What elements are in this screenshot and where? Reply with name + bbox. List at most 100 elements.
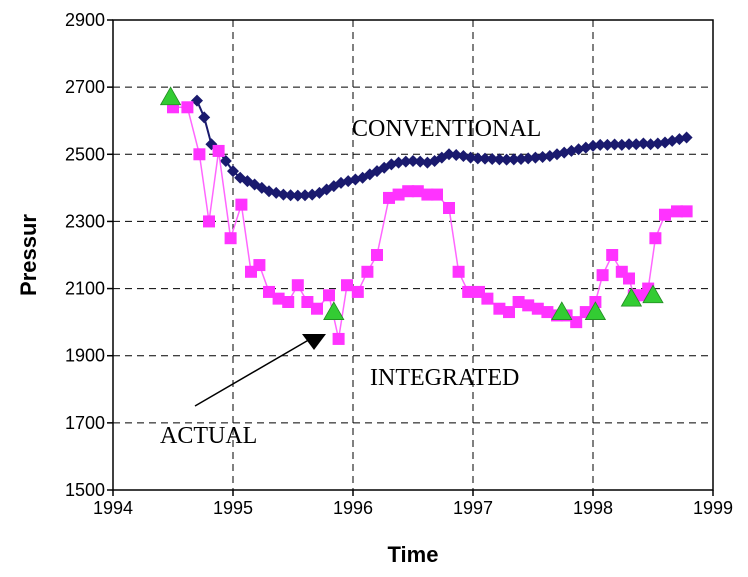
integrated-point [272,292,285,305]
integrated-point [311,302,323,315]
integrated-point [493,302,506,315]
conventional-point [198,111,211,124]
conventional-point [471,152,484,165]
integrated-point [212,144,225,157]
integrated-point [503,306,515,319]
conventional-point [191,94,203,107]
x-tick-label: 1996 [333,498,373,518]
actual-point [584,301,607,320]
y-tick-label: 2900 [65,10,105,30]
conventional-point [493,153,506,166]
y-tick-label: 1900 [65,346,105,366]
integrated-point [203,215,215,228]
conventional-point [529,151,542,164]
integrated-point [531,302,544,315]
conventional-point [637,137,650,150]
integrated-point [541,306,554,319]
integrated-point [263,285,275,298]
x-tick-label: 1998 [573,498,613,518]
y-axis-ticks: 1500 1700 1900 2100 2300 2500 2700 2900 [65,10,113,500]
y-tick-label: 2100 [65,279,105,299]
integrated-series [167,101,693,345]
conventional-point [651,137,664,150]
integrated-point [452,265,465,278]
integrated-point [462,285,475,298]
integrated-point [606,249,619,261]
integrated-point [224,232,237,245]
conventional-point [450,148,463,161]
actual-point [159,86,182,106]
conventional-point [219,155,232,167]
y-axis-title: Pressur [16,214,41,296]
integrated-point [301,296,314,308]
conventional-point [407,155,419,167]
integrated-point [649,232,662,245]
conventional-point [392,156,405,169]
integrated-point [341,279,353,292]
conventional-point [587,139,599,152]
conventional-point [680,131,693,144]
actual-point [551,301,573,320]
integrated-point [570,316,583,329]
integrated-point [383,191,395,204]
integrated-point [411,185,424,198]
actual-point [323,301,345,320]
conventional-point [443,148,455,161]
y-tick-label: 2500 [65,144,105,164]
conventional-point [500,153,513,166]
integrated-point [421,188,434,201]
conventional-point [507,153,520,166]
actual-arrow-head [302,334,326,350]
integrated-point [235,198,248,211]
integrated-point [392,188,405,201]
conventional-point [399,155,412,168]
plot-frame [112,19,714,491]
integrated-point [623,272,635,285]
integrated-point [481,292,494,305]
conventional-point [522,152,535,165]
conventional-point [623,138,635,151]
conventional-point [601,138,614,151]
actual-arrow-line [194,337,313,407]
conventional-point [464,151,477,164]
integrated-point [181,101,194,114]
conventional-point [227,165,239,178]
y-tick-label: 1500 [65,480,105,500]
integrated-point [596,269,609,282]
conventional-point [284,189,297,202]
x-tick-label: 1999 [693,498,733,518]
y-tick-label: 2700 [65,77,105,97]
integrated-point [332,332,345,345]
integrated-point [351,285,364,298]
conventional-point [515,152,527,165]
integrated-point [361,265,374,278]
x-axis-ticks: 1994 1995 1996 1997 1998 1999 [93,490,733,518]
conventional-point [479,152,491,165]
annotation-actual: ACTUAL [160,423,257,449]
plot-background [113,20,713,490]
x-tick-label: 1994 [93,498,133,518]
conventional-point [536,150,549,163]
integrated-point [680,205,693,218]
y-tick-label: 1700 [65,413,105,433]
integrated-point [291,279,304,292]
actual-point [642,284,664,304]
conventional-point [608,138,621,151]
annotation-conventional: CONVENTIONAL [352,116,541,142]
actual-series [159,86,664,320]
x-axis-title: Time [388,542,439,567]
conventional-point [644,138,657,151]
y-tick-label: 2300 [65,211,105,231]
integrated-point [659,208,671,221]
conventional-point [299,189,311,202]
integrated-point [671,205,683,218]
integrated-point [443,202,455,214]
integrated-point [512,296,525,308]
integrated-point [193,148,206,161]
integrated-point [522,299,535,312]
annotation-integrated: INTEGRATED [370,365,519,391]
x-tick-label: 1995 [213,498,253,518]
conventional-point [291,189,304,202]
conventional-point [486,152,499,165]
